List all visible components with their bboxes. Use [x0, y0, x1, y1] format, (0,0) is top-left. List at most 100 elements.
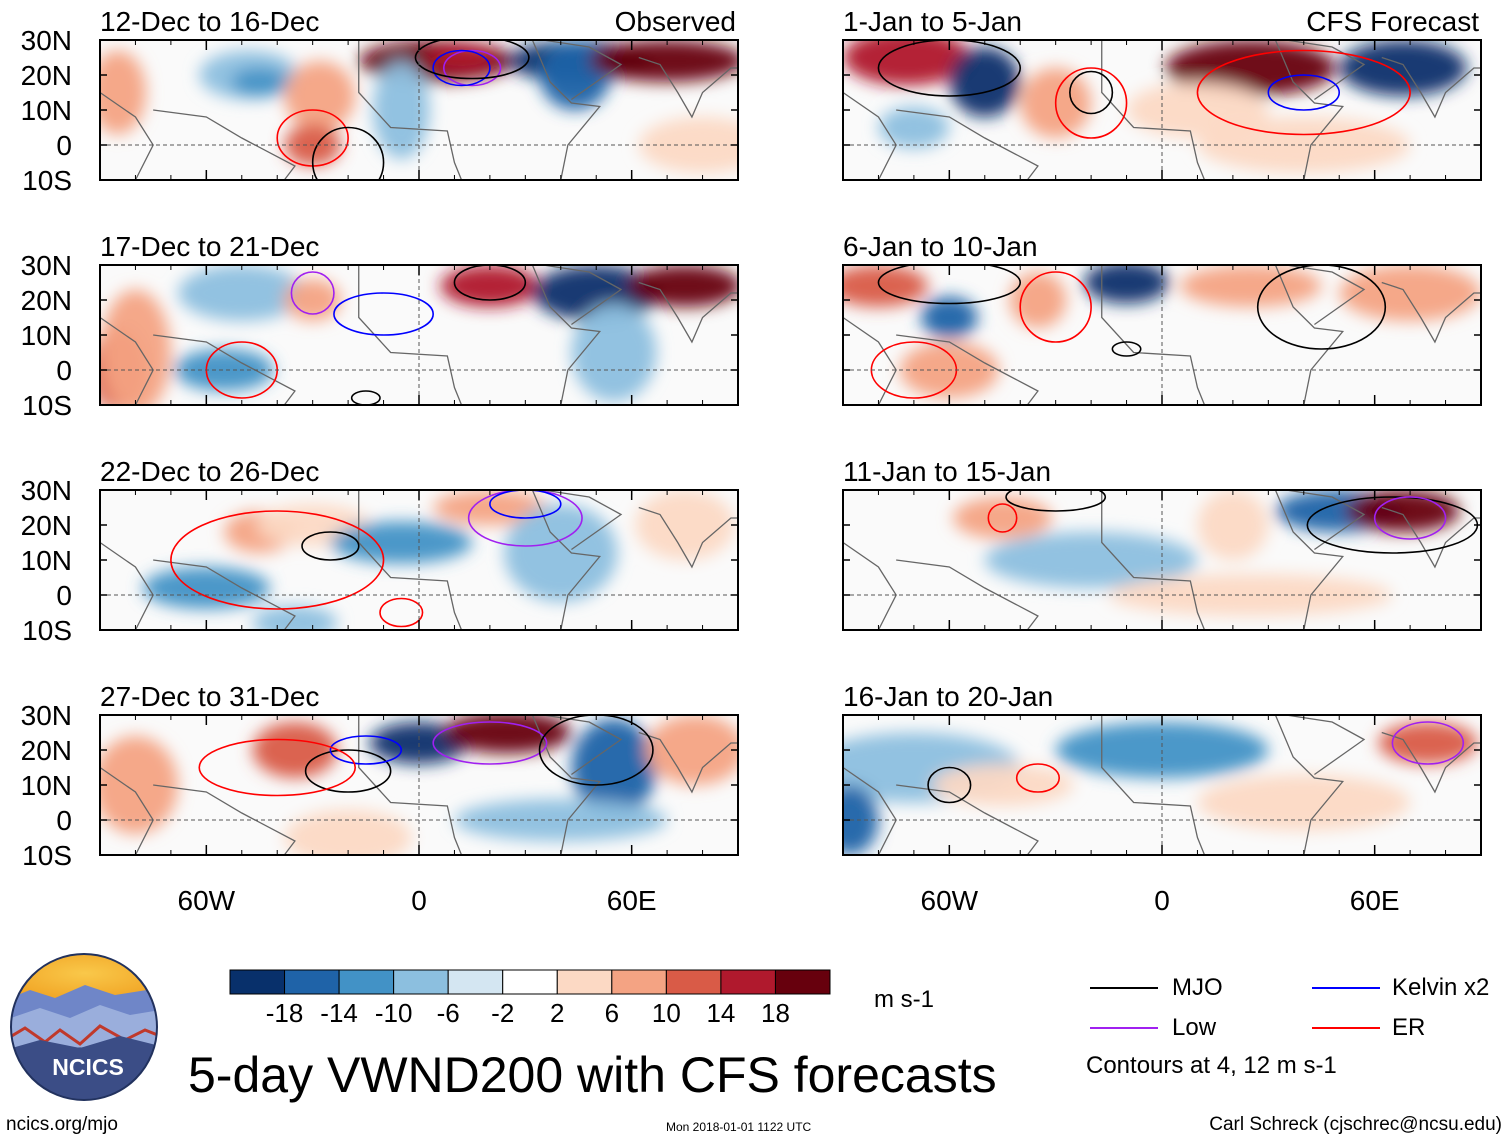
chart-title: 5-day VWND200 with CFS forecasts	[188, 1047, 997, 1103]
coastline	[1285, 715, 1366, 776]
wave-contour	[453, 265, 527, 301]
y-tick-label: 10N	[21, 95, 72, 126]
wave-contour	[877, 40, 1022, 97]
anomaly-blob	[252, 722, 338, 778]
coastline	[896, 784, 1039, 855]
wave-contour	[467, 490, 583, 547]
anomaly-blob	[1197, 774, 1411, 831]
coastline	[896, 334, 1039, 405]
coastline	[1285, 265, 1366, 326]
coastline	[1381, 281, 1481, 344]
coastline	[896, 109, 1039, 180]
wave-contour	[877, 265, 1022, 305]
coastline	[638, 731, 738, 794]
coastline	[638, 56, 738, 119]
anomaly-blob	[100, 289, 171, 405]
colorbar: -18 -14 -10 -6 -2 2 6 10 14 18	[229, 969, 831, 1028]
panel-period: 6-Jan to 10-Jan	[843, 231, 1038, 262]
anomaly-blob	[372, 61, 430, 159]
anomaly-blob	[284, 809, 412, 855]
footer-url[interactable]: ncics.org/mjo	[6, 1114, 118, 1135]
colorbar-label: 14	[706, 998, 735, 1028]
wave-contour	[443, 49, 502, 87]
y-tick-label: 20N	[21, 510, 72, 541]
coastline	[153, 559, 296, 630]
colorbar-label: 2	[550, 998, 564, 1028]
x-tick-label: 0	[411, 885, 427, 916]
contour-note: Contours at 4, 12 m s-1	[1086, 1052, 1337, 1079]
y-tick-label: 0	[56, 580, 72, 611]
colorbar-label: 10	[652, 998, 681, 1028]
x-tick-label: 0	[1154, 885, 1170, 916]
coastline	[1381, 506, 1481, 569]
panel-column-label: CFS Forecast	[1306, 6, 1479, 37]
anomaly-blob	[843, 265, 929, 307]
y-tick-label: 20N	[21, 735, 72, 766]
y-tick-label: 0	[56, 355, 72, 386]
anomaly-blob	[1339, 40, 1467, 96]
anomaly-blob	[454, 799, 668, 841]
panel-period: 11-Jan to 15-Jan	[843, 456, 1051, 487]
wave-contour	[927, 766, 972, 804]
wave-contour	[290, 271, 335, 315]
coastline	[843, 541, 897, 630]
wave-contour	[1256, 265, 1387, 350]
wave-contour	[1373, 496, 1447, 540]
legend-er: ER	[1392, 1014, 1426, 1041]
wave-contour	[489, 490, 562, 519]
coastline	[542, 715, 623, 776]
anomaly-blob	[440, 265, 540, 307]
colorbar-swatch	[502, 969, 558, 995]
anomaly-blob	[1378, 722, 1478, 764]
y-tick-label: 0	[56, 130, 72, 161]
anomaly-blob	[1197, 490, 1269, 560]
coastline	[1381, 56, 1481, 119]
wave-contour	[1054, 67, 1128, 139]
wave-contour	[198, 738, 356, 797]
colorbar-swatch	[665, 969, 722, 995]
map-panel: 30N 20N 10N 0 10S 17-Dec to 21-Dec	[21, 231, 739, 421]
wave-contour	[379, 597, 424, 628]
wave-contour	[329, 735, 403, 765]
coastline	[542, 490, 623, 551]
coastline	[358, 40, 463, 180]
coastline	[531, 490, 602, 630]
wave-contour	[414, 40, 530, 80]
anomaly-blob	[931, 764, 1074, 806]
wave-contour	[311, 126, 385, 180]
coastline	[1274, 490, 1345, 630]
y-tick-label: 10S	[22, 615, 72, 646]
panel-period: 16-Jan to 20-Jan	[843, 681, 1053, 712]
anomaly-blob	[628, 265, 738, 307]
y-tick-label: 20N	[21, 60, 72, 91]
wave-contour	[538, 715, 654, 786]
panel-period: 12-Dec to 16-Dec	[100, 6, 319, 37]
colorbar-label: 6	[605, 998, 619, 1028]
colorbar-swatch	[393, 969, 449, 995]
anomaly-blob	[589, 40, 738, 82]
wave-contour	[1391, 721, 1465, 765]
colorbar-swatch	[774, 969, 831, 995]
wave-contour	[304, 749, 392, 793]
colorbar-label: -18	[266, 998, 304, 1028]
y-tick-label: 10S	[22, 165, 72, 196]
wave-contour	[1196, 49, 1411, 136]
panel-period: 22-Dec to 26-Dec	[100, 456, 319, 487]
anomaly-blob	[843, 40, 971, 86]
colorbar-swatch	[447, 969, 504, 995]
coastline	[358, 715, 463, 855]
coastline	[531, 715, 602, 855]
colorbar-swatch	[338, 969, 395, 995]
anomaly-blob	[443, 715, 572, 754]
coastline	[100, 541, 154, 630]
anomaly-blob	[284, 279, 342, 321]
panel-column-label: Observed	[615, 6, 736, 37]
colorbar-swatch	[229, 969, 286, 995]
anomaly-blob	[878, 106, 950, 149]
x-tick-label: 60W	[921, 885, 979, 916]
y-tick-label: 10N	[21, 545, 72, 576]
colorbar-swatch	[720, 969, 776, 995]
anomaly-blob	[177, 265, 306, 321]
legend-mjo: MJO	[1172, 974, 1223, 1001]
